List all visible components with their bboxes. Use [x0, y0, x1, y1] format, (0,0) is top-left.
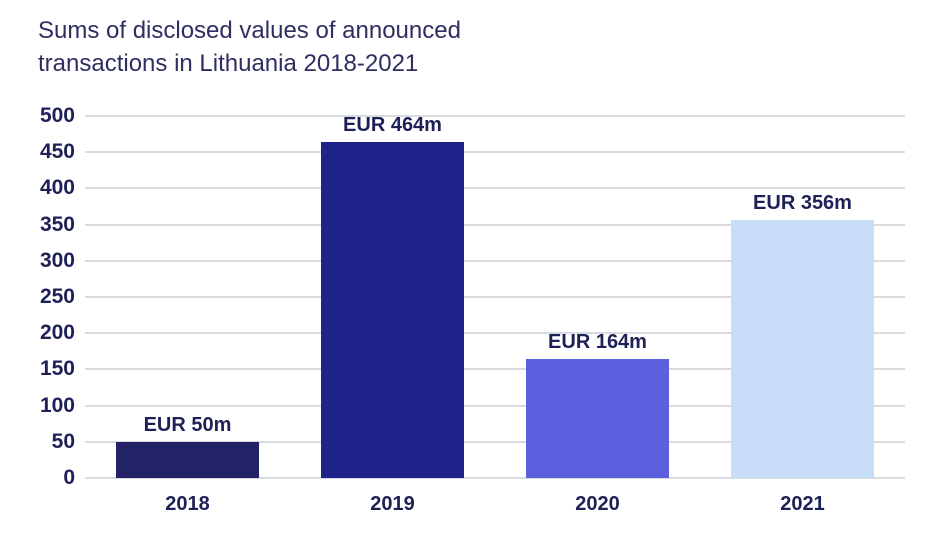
bar-2021 [731, 220, 874, 478]
gridline-200 [85, 332, 905, 335]
chart-title: Sums of disclosed values of announced tr… [38, 17, 461, 77]
y-axis-tick-500: 500 [39, 104, 75, 127]
y-axis-tick-350: 350 [39, 212, 75, 236]
x-axis-label-2020: 2020 [575, 493, 620, 515]
bar-value-label-2020: EUR 164m [548, 331, 647, 354]
gridline-400 [85, 187, 905, 190]
bar-2020 [526, 359, 669, 478]
y-axis-tick-50: 50 [51, 429, 75, 453]
y-axis-tick-400: 400 [39, 176, 75, 200]
gridline-250 [85, 296, 905, 298]
bar-value-label-2018: EUR 50m [143, 413, 232, 436]
y-axis-tick-450: 450 [39, 140, 75, 164]
gridline-350 [85, 223, 905, 226]
y-axis-tick-300: 300 [39, 248, 75, 272]
bar-value-label-2019: EUR 464m [343, 114, 442, 137]
y-axis-tick-250: 250 [39, 285, 75, 308]
bar-2018 [116, 441, 259, 478]
bar-2019 [321, 142, 464, 478]
x-axis-label-2018: 2018 [165, 493, 210, 515]
y-axis-tick-150: 150 [39, 357, 75, 381]
gridline-0 [85, 477, 905, 479]
y-axis-tick-100: 100 [39, 393, 75, 417]
x-axis-label-2021: 2021 [780, 493, 825, 515]
y-axis-tick-200: 200 [39, 321, 75, 345]
gridline-450 [85, 151, 905, 154]
plot-area: EUR 50m EUR 464m EUR 164m EUR 356m [85, 114, 905, 479]
gridline-50 [85, 440, 905, 443]
y-axis-tick-0: 0 [63, 466, 75, 489]
gridline-150 [85, 368, 905, 371]
gridline-100 [85, 404, 905, 407]
bar-value-label-2021: EUR 356m [753, 192, 852, 215]
x-axis-label-2019: 2019 [370, 493, 415, 515]
gridline-300 [85, 259, 905, 262]
gridline-500 [85, 115, 905, 117]
